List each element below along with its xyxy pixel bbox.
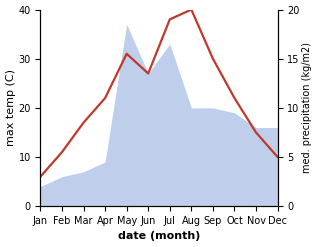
Y-axis label: max temp (C): max temp (C)	[5, 69, 16, 146]
Y-axis label: med. precipitation (kg/m2): med. precipitation (kg/m2)	[302, 42, 313, 173]
X-axis label: date (month): date (month)	[118, 231, 200, 242]
